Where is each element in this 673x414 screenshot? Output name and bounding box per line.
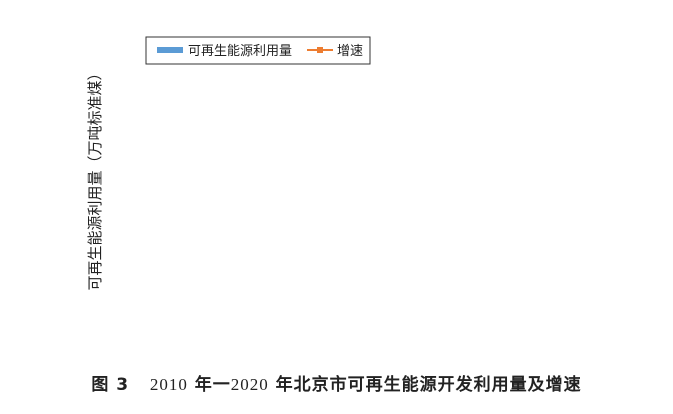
caption-start-year: 2010 <box>149 375 188 394</box>
legend-label-line: 增速 <box>337 44 363 59</box>
caption-text: 年北京市可再生能源开发利用量及增速 <box>268 375 582 395</box>
y-axis-label: 可再生能源利用量（万吨标准煤） <box>86 65 104 290</box>
caption-figure-number: 图 3 <box>91 375 130 395</box>
legend-label-bars: 可再生能源利用量 <box>188 44 292 59</box>
caption-separator: 年一 <box>187 375 231 395</box>
legend: 可再生能源利用量 增速 <box>145 36 371 65</box>
legend-line-marker <box>317 47 323 53</box>
legend-bar-swatch <box>157 47 183 53</box>
caption-end-year: 2020 <box>230 375 269 394</box>
chart: 可再生能源利用量 增速 可再生能源利用量（万吨标准煤） <box>86 36 371 291</box>
figure-caption: 图 3 2010 年一2020 年北京市可再生能源开发利用量及增速 <box>0 370 673 395</box>
